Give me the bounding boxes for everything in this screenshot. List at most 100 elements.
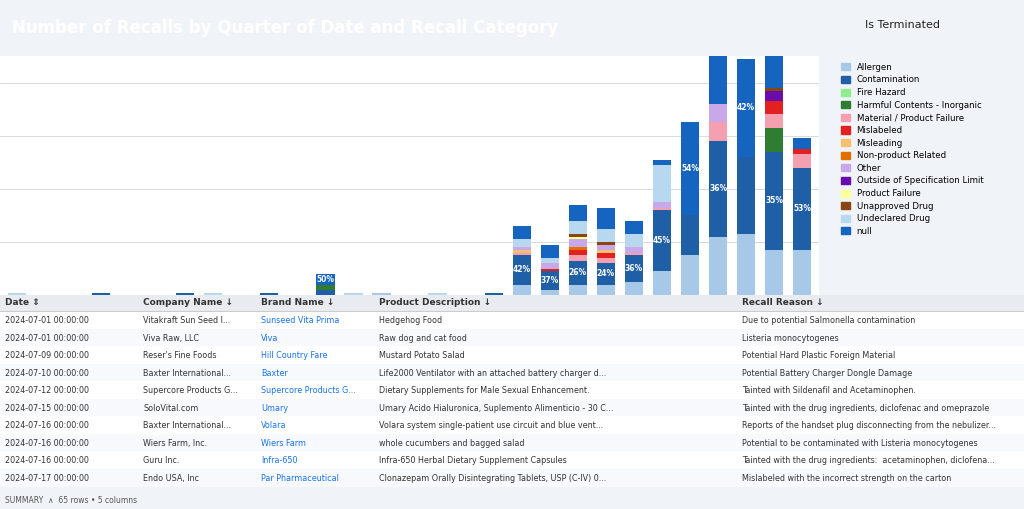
Bar [568, 285, 587, 295]
Text: Infra-650: Infra-650 [261, 457, 298, 465]
Bar [597, 245, 615, 250]
Text: Guru Inc.: Guru Inc. [143, 457, 180, 465]
Text: 36%: 36% [625, 264, 643, 273]
Text: Recall Reason ↓: Recall Reason ↓ [742, 298, 824, 307]
Bar [373, 293, 390, 295]
Bar [568, 250, 587, 256]
Text: Volara system single-patient use circuit and blue vent...: Volara system single-patient use circuit… [379, 421, 603, 430]
Bar [513, 250, 530, 252]
Text: 2024-07-16 00:00:00: 2024-07-16 00:00:00 [5, 421, 89, 430]
Text: Tainted with the drug ingredients:  acetaminophen, diclofena...: Tainted with the drug ingredients: aceta… [742, 457, 995, 465]
Text: Dietary Supplements for Male Sexual Enhancement.: Dietary Supplements for Male Sexual Enha… [379, 386, 590, 395]
Text: 2024-07-01 00:00:00: 2024-07-01 00:00:00 [5, 334, 89, 343]
Text: Listeria monocytogenes: Listeria monocytogenes [742, 334, 839, 343]
Bar [794, 149, 811, 154]
Bar [653, 202, 671, 208]
Text: Potential to be contaminated with Listeria monocytogenes: Potential to be contaminated with Lister… [742, 439, 978, 448]
Bar [597, 285, 615, 295]
Text: 42%: 42% [513, 266, 530, 274]
Legend: Allergen, Contamination, Fire Hazard, Harmful Contents - Inorganic, Material / P: Allergen, Contamination, Fire Hazard, Ha… [839, 60, 986, 239]
Bar [541, 290, 559, 295]
Text: Reser's Fine Foods: Reser's Fine Foods [143, 351, 217, 360]
FancyBboxPatch shape [0, 364, 1024, 381]
Bar [484, 293, 503, 295]
Bar [709, 237, 727, 295]
Text: 37%: 37% [541, 276, 559, 285]
Bar [625, 252, 643, 256]
FancyBboxPatch shape [0, 310, 1024, 312]
FancyBboxPatch shape [0, 311, 1024, 329]
Text: Hedgehog Food: Hedgehog Food [379, 316, 442, 325]
Bar [541, 263, 559, 269]
Bar [653, 210, 671, 271]
Bar [176, 293, 195, 295]
Bar [568, 221, 587, 234]
FancyBboxPatch shape [0, 399, 1024, 416]
Text: SoloVital.com: SoloVital.com [143, 404, 199, 413]
FancyBboxPatch shape [0, 381, 1024, 399]
Bar [597, 250, 615, 252]
Bar [597, 258, 615, 263]
Text: Volara: Volara [261, 421, 287, 430]
Text: Endo USA, Inc: Endo USA, Inc [143, 474, 200, 483]
Text: Is Terminated: Is Terminated [865, 20, 940, 30]
Text: Supercore Products G...: Supercore Products G... [143, 386, 239, 395]
Text: Infra-650 Herbal Dietary Supplement Capsules: Infra-650 Herbal Dietary Supplement Caps… [379, 457, 566, 465]
Text: Number of Recalls by Quarter of Date and Recall Category: Number of Recalls by Quarter of Date and… [12, 19, 559, 37]
Bar [709, 123, 727, 141]
Bar [653, 160, 671, 165]
Text: Vitakraft Sun Seed I...: Vitakraft Sun Seed I... [143, 316, 230, 325]
Text: Viva: Viva [261, 334, 279, 343]
Bar [625, 234, 643, 247]
Bar [794, 154, 811, 167]
Bar [625, 221, 643, 234]
Bar [344, 293, 362, 295]
Text: Hill Country Fare: Hill Country Fare [261, 351, 328, 360]
Text: Viva Raw, LLC: Viva Raw, LLC [143, 334, 200, 343]
Text: 2024-07-16 00:00:00: 2024-07-16 00:00:00 [5, 457, 89, 465]
Bar [568, 256, 587, 261]
Bar [681, 256, 699, 295]
Bar [794, 167, 811, 250]
Bar [260, 293, 279, 295]
Text: 26%: 26% [568, 268, 587, 277]
Text: SUMMARY  ∧  65 rows • 5 columns: SUMMARY ∧ 65 rows • 5 columns [5, 496, 137, 505]
Text: Product Description ↓: Product Description ↓ [379, 298, 490, 307]
Bar [681, 123, 699, 215]
Text: Supercore Products G...: Supercore Products G... [261, 386, 356, 395]
Bar [709, 141, 727, 237]
Bar [597, 208, 615, 229]
Bar [541, 271, 559, 290]
FancyBboxPatch shape [0, 451, 1024, 469]
Bar [709, 104, 727, 123]
Text: 53%: 53% [794, 204, 811, 213]
Bar [568, 247, 587, 250]
FancyBboxPatch shape [0, 469, 1024, 487]
Text: Reports of the handset plug disconnecting from the nebulizer...: Reports of the handset plug disconnectin… [742, 421, 996, 430]
FancyBboxPatch shape [0, 416, 1024, 434]
Text: Baxter: Baxter [261, 369, 288, 378]
Text: 35%: 35% [765, 196, 783, 205]
Bar [625, 282, 643, 295]
Text: 2024-07-01 00:00:00: 2024-07-01 00:00:00 [5, 316, 89, 325]
Bar [513, 285, 530, 295]
Bar [568, 239, 587, 247]
Bar [765, 91, 783, 101]
Text: Clonazepam Orally Disintegrating Tablets, USP (C-IV) 0...: Clonazepam Orally Disintegrating Tablets… [379, 474, 606, 483]
Bar [428, 293, 446, 295]
Text: 2024-07-16 00:00:00: 2024-07-16 00:00:00 [5, 439, 89, 448]
Text: 2024-07-15 00:00:00: 2024-07-15 00:00:00 [5, 404, 89, 413]
Text: Company Name ↓: Company Name ↓ [143, 298, 233, 307]
Bar [765, 101, 783, 115]
Bar [709, 30, 727, 104]
Text: whole cucumbers and bagged salad: whole cucumbers and bagged salad [379, 439, 524, 448]
FancyBboxPatch shape [0, 292, 1024, 311]
Text: Life2000 Ventilator with an attached battery charger d...: Life2000 Ventilator with an attached bat… [379, 369, 606, 378]
Bar [316, 274, 335, 285]
Bar [513, 247, 530, 250]
Bar [204, 293, 222, 295]
Bar [794, 250, 811, 295]
Text: Sunseed Vita Prima: Sunseed Vita Prima [261, 316, 340, 325]
Bar [513, 252, 530, 256]
Text: Mislabeled with the incorrect strength on the carton: Mislabeled with the incorrect strength o… [742, 474, 951, 483]
